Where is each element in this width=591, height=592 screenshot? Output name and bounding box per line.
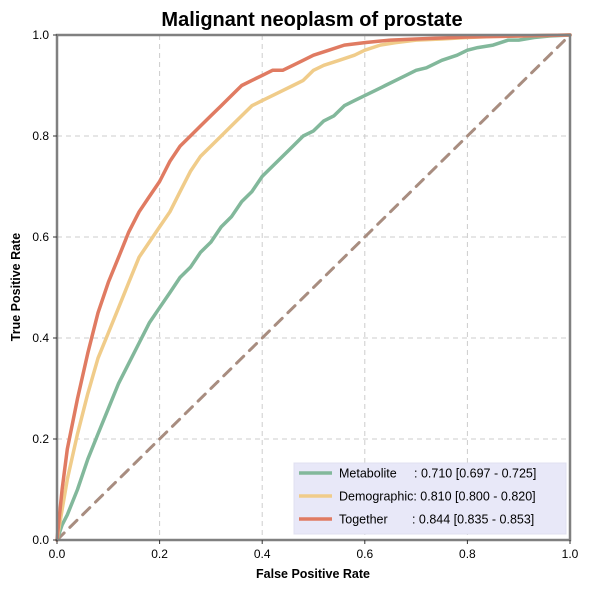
y-axis-label: True Positive Rate [9, 233, 23, 341]
chart-title: Malignant neoplasm of prostate [161, 9, 462, 31]
legend-label-together: Together : 0.844 [0.835 - 0.853] [339, 513, 534, 527]
x-tick-label: 0.6 [356, 547, 373, 561]
y-tick-label: 0.0 [32, 533, 49, 547]
legend-label-metabolite: Metabolite : 0.710 [0.697 - 0.725] [339, 467, 536, 481]
x-axis-label: False Positive Rate [256, 567, 370, 581]
y-tick-label: 0.8 [32, 129, 49, 143]
y-tick-label: 0.4 [32, 331, 49, 345]
x-tick-label: 0.2 [151, 547, 168, 561]
x-tick-label: 0.4 [254, 547, 271, 561]
legend: Metabolite : 0.710 [0.697 - 0.725] Demogr… [294, 463, 566, 534]
legend-label-demographic: Demographic: 0.810 [0.800 - 0.820] [339, 490, 536, 504]
x-tick-label: 0.8 [459, 547, 476, 561]
x-tick-label: 0.0 [49, 547, 66, 561]
x-tick-label: 1.0 [562, 547, 579, 561]
y-tick-label: 1.0 [32, 28, 49, 42]
y-tick-label: 0.2 [32, 432, 49, 446]
y-tick-label: 0.6 [32, 230, 49, 244]
